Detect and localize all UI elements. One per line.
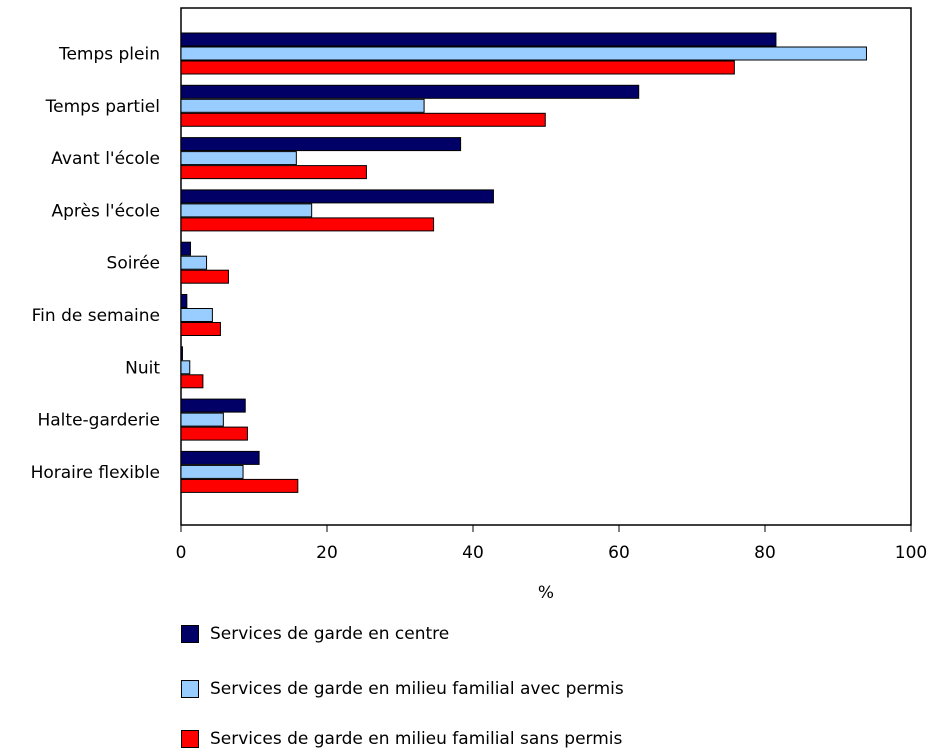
bar-horaire-flexible-series-3 xyxy=(180,478,299,493)
x-axis-label: % xyxy=(538,583,554,603)
bar-halte-garderie-series-2 xyxy=(180,412,224,427)
legend-label-centre: Services de garde en centre xyxy=(210,624,450,644)
bar-soiree-series-2 xyxy=(180,255,208,270)
bar-horaire-flexible-series-2 xyxy=(180,464,244,479)
bar-temps-partiel-series-2 xyxy=(180,98,425,113)
bar-apres-l-ecole-series-2 xyxy=(180,203,313,218)
category-label-nuit: Nuit xyxy=(125,358,160,378)
x-tick-label-80: 80 xyxy=(754,543,776,563)
bar-temps-partiel-series-1 xyxy=(180,84,640,99)
category-label-temps-plein: Temps plein xyxy=(58,45,160,65)
x-tick-label-100: 100 xyxy=(895,543,927,563)
legend-swatch-centre xyxy=(181,625,199,643)
bar-apres-l-ecole-series-3 xyxy=(180,217,435,232)
bar-temps-plein-series-3 xyxy=(180,60,735,75)
category-label-soiree: Soirée xyxy=(107,254,160,274)
bar-avant-l-ecole-series-1 xyxy=(180,137,462,152)
bar-nuit-series-2 xyxy=(180,360,191,375)
bar-fin-de-semaine-series-2 xyxy=(180,308,213,322)
category-label-horaire-flexible: Horaire flexible xyxy=(31,463,160,483)
bar-avant-l-ecole-series-2 xyxy=(180,151,297,166)
bar-nuit-series-1 xyxy=(180,346,183,361)
bar-soiree-series-1 xyxy=(180,241,191,256)
bar-avant-l-ecole-series-3 xyxy=(180,165,367,180)
legend-swatch-familial-sans-permis xyxy=(181,730,199,748)
x-tick-label-60: 60 xyxy=(608,543,630,563)
bar-chart: Temps plein Temps partiel Avant l'école Apr… xyxy=(31,7,927,603)
category-label-temps-partiel: Temps partiel xyxy=(45,97,160,117)
bar-horaire-flexible-series-1 xyxy=(180,450,260,465)
bar-fin-de-semaine-series-1 xyxy=(180,294,188,308)
bar-temps-plein-series-2 xyxy=(180,46,867,61)
x-tick-label-40: 40 xyxy=(462,543,484,563)
bar-fin-de-semaine-series-3 xyxy=(180,322,221,336)
category-label-halte-garderie: Halte-garderie xyxy=(37,411,160,431)
bar-halte-garderie-series-3 xyxy=(180,426,248,441)
legend-label-familial-avec-permis: Services de garde en milieu familial ave… xyxy=(210,679,624,699)
bar-soiree-series-3 xyxy=(180,269,229,284)
bar-temps-plein-series-1 xyxy=(180,32,777,47)
bar-nuit-series-3 xyxy=(180,374,204,389)
category-label-apres-l-ecole: Après l'école xyxy=(51,201,160,221)
bar-halte-garderie-series-1 xyxy=(180,398,246,413)
x-tick-label-0: 0 xyxy=(176,543,187,563)
category-label-avant-l-ecole: Avant l'école xyxy=(51,149,160,169)
category-label-fin-de-semaine: Fin de semaine xyxy=(32,306,160,326)
x-tick-label-20: 20 xyxy=(316,543,338,563)
legend-swatch-familial-avec-permis xyxy=(181,680,199,698)
bar-apres-l-ecole-series-1 xyxy=(180,189,494,204)
legend-label-familial-sans-permis: Services de garde en milieu familial san… xyxy=(210,729,623,749)
bar-temps-partiel-series-3 xyxy=(180,112,546,127)
